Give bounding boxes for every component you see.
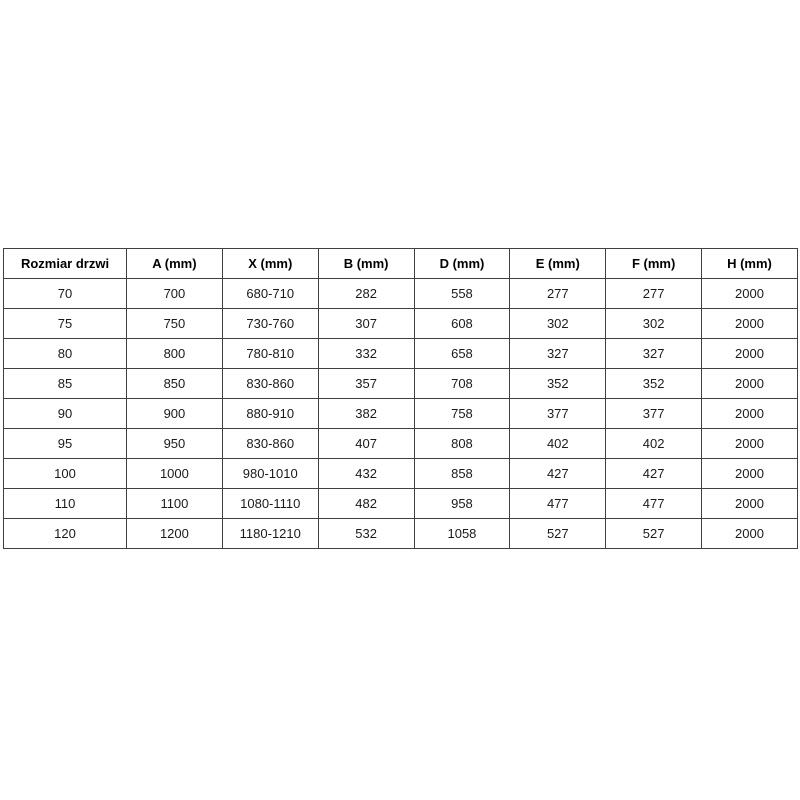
table-cell: 70	[3, 278, 127, 309]
table-cell: 2000	[701, 428, 798, 459]
table-cell: 2000	[701, 458, 798, 489]
table-row: 75 750 730-760 307 608 302 302 2000	[3, 308, 798, 339]
column-header-0: Rozmiar drzwi	[3, 248, 127, 279]
table-cell: 332	[317, 338, 415, 369]
table-cell: 352	[605, 368, 703, 399]
table-row: 80 800 780-810 332 658 327 327 2000	[3, 338, 798, 369]
table-cell: 2000	[701, 518, 798, 549]
table-cell: 700	[126, 278, 223, 309]
table-cell: 730-760	[221, 308, 319, 339]
column-header-2: X (mm)	[221, 248, 319, 279]
table-row: 120 1200 1180-1210 532 1058 527 527 2000	[3, 518, 798, 549]
table-cell: 120	[3, 518, 127, 549]
table-cell: 302	[605, 308, 703, 339]
table-cell: 327	[509, 338, 607, 369]
table-cell: 850	[126, 368, 223, 399]
table-cell: 2000	[701, 488, 798, 519]
table-cell: 427	[509, 458, 607, 489]
table-cell: 780-810	[221, 338, 319, 369]
table-cell: 880-910	[221, 398, 319, 429]
table-cell: 352	[509, 368, 607, 399]
table-cell: 708	[413, 368, 511, 399]
table-cell: 382	[317, 398, 415, 429]
table-cell: 282	[317, 278, 415, 309]
table-cell: 80	[3, 338, 127, 369]
table-cell: 758	[413, 398, 511, 429]
table-cell: 2000	[701, 338, 798, 369]
table-cell: 808	[413, 428, 511, 459]
table-body: 70 700 680-710 282 558 277 277 2000 75 750 730-760…	[3, 278, 798, 549]
table-row: 110 1100 1080-1110 482 958 477 477 2000	[3, 488, 798, 519]
table-cell: 532	[317, 518, 415, 549]
column-header-1: A (mm)	[126, 248, 223, 279]
table-cell: 277	[509, 278, 607, 309]
table-cell: 558	[413, 278, 511, 309]
table-cell: 110	[3, 488, 127, 519]
table-cell: 608	[413, 308, 511, 339]
table-cell: 95	[3, 428, 127, 459]
table-cell: 858	[413, 458, 511, 489]
table-cell: 750	[126, 308, 223, 339]
table-cell: 402	[509, 428, 607, 459]
table-cell: 1000	[126, 458, 223, 489]
table-row: 90 900 880-910 382 758 377 377 2000	[3, 398, 798, 429]
table-cell: 2000	[701, 308, 798, 339]
door-size-spec-table: Rozmiar drzwi A (mm) X (mm) B (mm) D (mm) E (…	[3, 248, 798, 549]
column-header-3: B (mm)	[317, 248, 415, 279]
table-cell: 950	[126, 428, 223, 459]
table-cell: 830-860	[221, 368, 319, 399]
table-cell: 830-860	[221, 428, 319, 459]
column-header-4: D (mm)	[413, 248, 511, 279]
table-cell: 357	[317, 368, 415, 399]
table-cell: 2000	[701, 398, 798, 429]
column-header-6: F (mm)	[605, 248, 703, 279]
table-cell: 402	[605, 428, 703, 459]
table-cell: 900	[126, 398, 223, 429]
table-cell: 277	[605, 278, 703, 309]
table-row: 85 850 830-860 357 708 352 352 2000	[3, 368, 798, 399]
table-cell: 482	[317, 488, 415, 519]
table-cell: 327	[605, 338, 703, 369]
table-header-row: Rozmiar drzwi A (mm) X (mm) B (mm) D (mm) E (…	[3, 248, 798, 279]
table-cell: 427	[605, 458, 703, 489]
table-cell: 302	[509, 308, 607, 339]
column-header-7: H (mm)	[701, 248, 798, 279]
table-cell: 800	[126, 338, 223, 369]
table-cell: 377	[509, 398, 607, 429]
table-cell: 307	[317, 308, 415, 339]
table-cell: 377	[605, 398, 703, 429]
table-cell: 1100	[126, 488, 223, 519]
table-row: 95 950 830-860 407 808 402 402 2000	[3, 428, 798, 459]
table-cell: 2000	[701, 368, 798, 399]
table-cell: 527	[509, 518, 607, 549]
table-cell: 432	[317, 458, 415, 489]
table-cell: 477	[605, 488, 703, 519]
table-cell: 407	[317, 428, 415, 459]
column-header-5: E (mm)	[509, 248, 607, 279]
table-cell: 527	[605, 518, 703, 549]
table-cell: 658	[413, 338, 511, 369]
table-cell: 1200	[126, 518, 223, 549]
table-cell: 75	[3, 308, 127, 339]
table-cell: 477	[509, 488, 607, 519]
table-row: 70 700 680-710 282 558 277 277 2000	[3, 278, 798, 309]
table-cell: 980-1010	[221, 458, 319, 489]
table-cell: 100	[3, 458, 127, 489]
table-cell: 1058	[413, 518, 511, 549]
table-cell: 85	[3, 368, 127, 399]
table-cell: 1180-1210	[221, 518, 319, 549]
table-cell: 90	[3, 398, 127, 429]
table-cell: 2000	[701, 278, 798, 309]
table-cell: 1080-1110	[221, 488, 319, 519]
table-row: 100 1000 980-1010 432 858 427 427 2000	[3, 458, 798, 489]
table-cell: 680-710	[221, 278, 319, 309]
table-cell: 958	[413, 488, 511, 519]
